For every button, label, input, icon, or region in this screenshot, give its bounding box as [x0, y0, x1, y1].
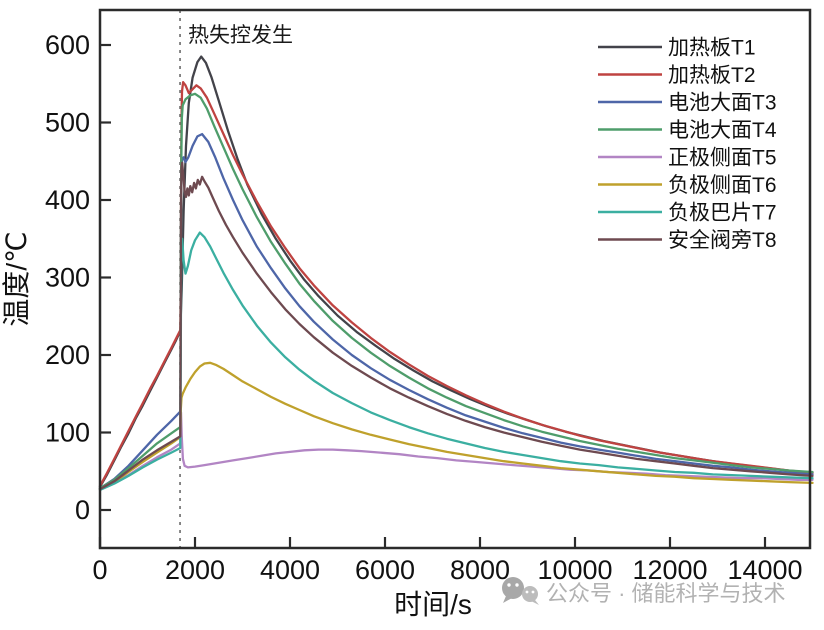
- watermark: 公众号 · 储能科学与技术: [502, 577, 786, 606]
- series-line-7: [98, 231, 814, 492]
- wechat-icon: [502, 577, 539, 605]
- x-tick-label: 10000: [537, 555, 612, 585]
- legend-label-1: 加热板T1: [668, 37, 756, 60]
- y-tick-label: 0: [75, 495, 90, 525]
- x-axis-title: 时间/s: [394, 589, 472, 620]
- legend-label-7: 负极巴片T7: [668, 202, 777, 225]
- watermark-text: 公众号 · 储能科学与技术: [546, 581, 786, 606]
- series-line-8: [98, 161, 814, 491]
- series-line-4: [98, 92, 814, 490]
- legend-label-8: 安全阀旁T8: [668, 229, 777, 252]
- x-tick-label: 4000: [260, 555, 320, 585]
- series-line-6: [98, 361, 814, 491]
- thermal-runaway-annotation: 热失控发生: [188, 24, 293, 47]
- y-axis-title: 温度/℃: [1, 231, 32, 326]
- x-tick-label: 2000: [165, 555, 225, 585]
- y-tick-label: 100: [45, 418, 90, 448]
- y-tick-label: 600: [45, 30, 90, 60]
- x-tick-label: 12000: [632, 555, 707, 585]
- legend-label-4: 电池大面T4: [668, 119, 777, 142]
- legend-label-2: 加热板T2: [668, 64, 756, 87]
- legend-label-6: 负极侧面T6: [668, 174, 777, 197]
- x-tick-label: 0: [92, 555, 107, 585]
- legend-label-5: 正极侧面T5: [668, 147, 777, 170]
- y-tick-label: 300: [45, 263, 90, 293]
- y-tick-label: 400: [45, 185, 90, 215]
- y-tick-label: 200: [45, 340, 90, 370]
- x-tick-label: 6000: [355, 555, 415, 585]
- series-line-2: [98, 81, 814, 488]
- x-tick-label: 14000: [727, 555, 802, 585]
- y-tick-label: 500: [45, 108, 90, 138]
- plot-frame: [98, 8, 812, 550]
- legend-label-3: 电池大面T3: [668, 92, 777, 115]
- x-tick-label: 8000: [450, 555, 510, 585]
